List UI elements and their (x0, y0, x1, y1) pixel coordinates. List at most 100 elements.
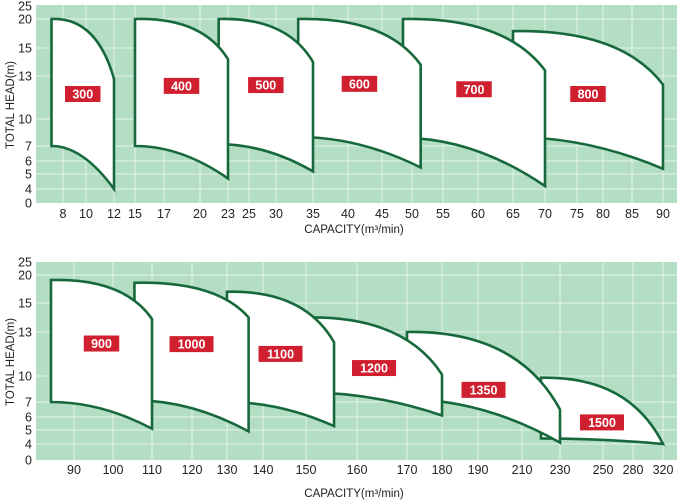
region-outline (539, 376, 666, 446)
x-tick-label: 320 (653, 463, 674, 477)
chart-bottom: TOTAL HEAD(m) CAPACITY(m³/min) 90 100 110 1… (5, 256, 677, 500)
y-tick-label: 25 (18, 0, 32, 14)
region-300: 300 (50, 17, 116, 193)
operating-regions: 1500 1350 1200 1100 1000 900 (49, 278, 666, 446)
x-tick-label: 25 (242, 207, 256, 221)
x-tick-label: 10 (79, 207, 93, 221)
x-tick-label: 15 (128, 207, 142, 221)
region-outline (401, 17, 547, 189)
region-outline (296, 17, 422, 170)
region-outline (133, 281, 250, 434)
chart-top: TOTAL HEAD(m) CAPACITY(m³/min) 8 10 12 15 17… (5, 0, 677, 236)
x-tick-label: 160 (347, 463, 368, 477)
x-tick-label: 30 (269, 207, 283, 221)
model-label: 900 (91, 337, 112, 351)
x-tick-label: 45 (375, 207, 389, 221)
model-label-box (169, 336, 214, 353)
x-axis-title: CAPACITY(m³/min) (304, 488, 404, 500)
x-tick-label: 130 (217, 463, 238, 477)
model-label: 1350 (470, 383, 498, 397)
x-tick-label: 250 (593, 463, 614, 477)
y-tick-label: 25 (18, 256, 32, 270)
model-label-box (258, 345, 303, 362)
model-label-box (163, 77, 200, 94)
y-tick-label: 7 (25, 140, 32, 154)
y-tick-label: 15 (18, 297, 32, 311)
x-tick-label: 70 (538, 207, 552, 221)
model-label-box (461, 381, 506, 398)
x-tick-label: 120 (182, 463, 203, 477)
model-label: 500 (255, 79, 276, 93)
y-tick-label: 20 (18, 269, 32, 283)
x-tick-label: 170 (397, 463, 418, 477)
y-tick-label: 20 (18, 13, 32, 27)
region-600: 600 (296, 17, 422, 170)
y-tick-label: 5 (25, 168, 32, 182)
model-label: 600 (349, 77, 370, 91)
y-axis-title: TOTAL HEAD(m) (5, 318, 17, 406)
x-tick-label: 80 (596, 207, 610, 221)
model-label-box (456, 81, 492, 98)
model-label: 700 (464, 83, 485, 97)
x-tick-label: 20 (193, 207, 207, 221)
y-tick-label: 7 (25, 396, 32, 410)
model-label: 1100 (267, 347, 294, 361)
x-tick-label: 110 (142, 463, 162, 477)
x-axis-title: CAPACITY(m³/min) (304, 224, 404, 236)
model-label-box (83, 335, 120, 352)
x-tick-label: 90 (656, 207, 670, 221)
x-tick-label: 35 (306, 207, 320, 221)
x-tick-label: 85 (625, 207, 639, 221)
model-label: 1200 (360, 362, 388, 376)
x-tick-label: 65 (506, 207, 520, 221)
y-tick-label: 4 (25, 183, 32, 197)
x-tick-label: 12 (107, 207, 121, 221)
x-tick-label: 230 (550, 463, 571, 477)
model-label: 800 (578, 87, 599, 101)
y-tick-label: 0 (25, 454, 32, 468)
y-tick-label: 6 (25, 155, 32, 169)
model-label: 1500 (588, 416, 616, 430)
region-1500: 1500 (539, 376, 666, 446)
model-label: 300 (72, 87, 93, 101)
x-tick-label: 100 (103, 463, 124, 477)
model-label: 400 (171, 79, 192, 93)
region-outline (133, 17, 230, 181)
region-1350: 1350 (405, 330, 562, 445)
x-tick-label: 180 (432, 463, 453, 477)
y-tick-label: 4 (25, 438, 32, 452)
region-700: 700 (401, 17, 547, 189)
region-1200: 1200 (304, 316, 444, 418)
y-tick-label: 0 (25, 197, 32, 211)
model-label: 1000 (178, 338, 206, 352)
y-tick-label: 6 (25, 411, 32, 425)
y-tick-label: 13 (18, 326, 32, 340)
x-tick-label: 40 (341, 207, 355, 221)
y-tick-label: 10 (18, 113, 32, 127)
x-tick-label: 50 (405, 207, 419, 221)
x-tick-label: 190 (468, 463, 489, 477)
region-400: 400 (133, 17, 230, 181)
region-outline (50, 17, 116, 193)
x-tick-label: 210 (512, 463, 533, 477)
region-1100: 1100 (225, 290, 336, 429)
x-tick-label: 75 (570, 207, 584, 221)
x-tick-label: 8 (60, 207, 67, 221)
operating-regions: 800 700 600 500 400 300 (50, 17, 665, 193)
x-tick-label: 140 (253, 463, 274, 477)
model-label-box (65, 85, 101, 102)
y-tick-label: 10 (18, 370, 32, 384)
y-axis-title: TOTAL HEAD(m) (5, 61, 17, 149)
y-tick-label: 13 (18, 70, 32, 84)
model-label-box (580, 414, 624, 431)
model-label-box (570, 85, 606, 102)
x-tick-label: 90 (67, 463, 81, 477)
region-900: 900 (49, 278, 154, 431)
region-500: 500 (217, 17, 315, 174)
region-outline (49, 278, 154, 431)
model-label-box (341, 75, 378, 92)
y-tick-label: 5 (25, 424, 32, 438)
model-label-box (248, 77, 284, 94)
region-800: 800 (511, 29, 665, 171)
